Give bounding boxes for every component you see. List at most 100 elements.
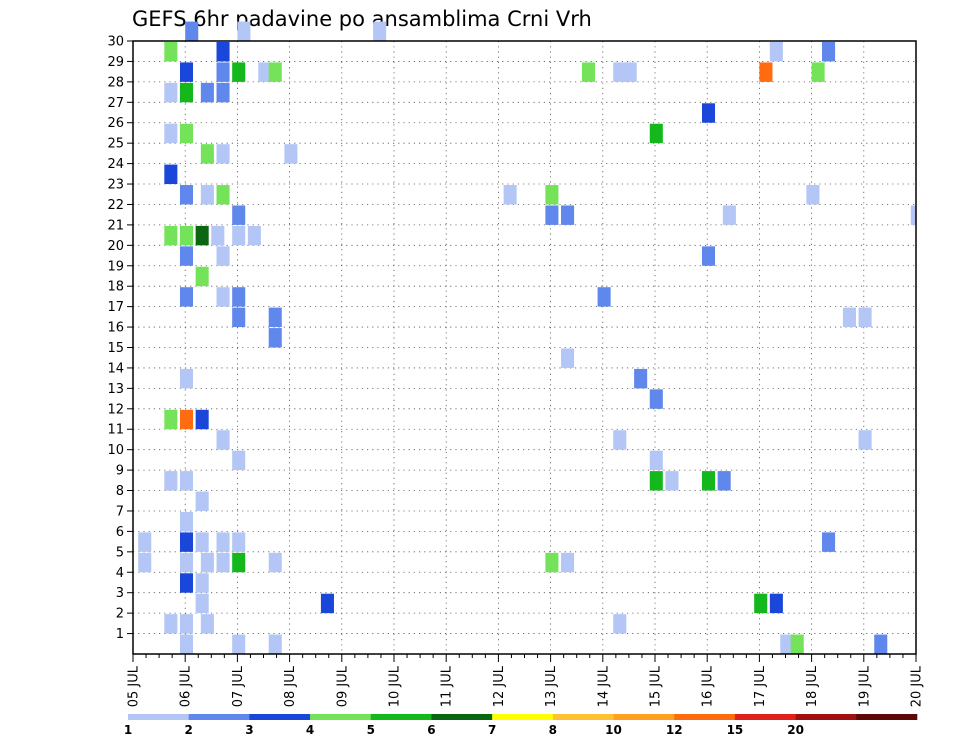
precip-cell: [237, 21, 251, 41]
precip-cell: [268, 62, 282, 82]
precip-cell: [232, 552, 246, 573]
y-tick-label: 10: [107, 443, 124, 458]
precip-cell: [195, 573, 209, 593]
y-tick-label: 8: [116, 484, 124, 499]
precip-cell: [164, 123, 178, 144]
precip-cell: [164, 471, 178, 491]
precip-cell: [790, 634, 804, 654]
precip-cell: [195, 409, 209, 430]
precip-cell: [216, 532, 230, 552]
precip-cell: [665, 471, 679, 491]
precip-cell: [195, 491, 209, 511]
y-tick-label: 24: [107, 157, 124, 172]
precip-cell: [613, 62, 627, 82]
y-tick-label: 7: [116, 504, 124, 519]
precip-cell: [200, 185, 214, 205]
precip-cell: [561, 205, 575, 225]
precip-cell: [179, 246, 194, 266]
precip-cell: [561, 348, 575, 368]
precip-cell: [216, 82, 230, 103]
x-tick-label: 09 JUL: [335, 665, 350, 707]
colorbar-segment: [188, 714, 250, 720]
precip-cell: [613, 614, 627, 634]
colorbar-tick-label: 6: [427, 723, 435, 737]
precip-cell: [216, 552, 230, 573]
precip-cell: [179, 225, 194, 246]
precip-cell: [179, 532, 194, 552]
y-tick-label: 13: [107, 382, 124, 397]
y-tick-label: 12: [107, 402, 124, 417]
precip-cell: [195, 225, 209, 246]
precip-cell: [232, 307, 246, 328]
colorbar-segment: [370, 714, 432, 720]
precip-cell: [822, 532, 836, 552]
precip-cell: [717, 471, 731, 491]
colorbar-segment: [734, 714, 796, 720]
y-tick-label: 11: [107, 423, 124, 438]
colorbar-tick-label: 7: [488, 723, 496, 737]
precip-cell: [701, 246, 716, 266]
precip-cell: [232, 532, 246, 552]
precip-cell: [613, 430, 627, 450]
x-tick-label: 07 JUL: [231, 665, 246, 707]
colorbar-tick-label: 2: [185, 723, 193, 737]
colorbar-tick-label: 8: [549, 723, 557, 737]
precip-cell: [179, 368, 194, 389]
precip-cell: [216, 430, 230, 450]
y-tick-label: 26: [107, 116, 124, 131]
colorbar-tick-label: 20: [787, 723, 804, 737]
y-tick-label: 16: [107, 321, 124, 336]
y-axis-ticks: 1234567891011121314151617181920212223242…: [107, 35, 133, 642]
precip-cell: [910, 205, 916, 225]
precip-cell: [649, 450, 663, 471]
precip-cell: [806, 185, 820, 205]
precip-cell: [597, 287, 611, 307]
precip-cell: [769, 593, 783, 614]
precip-cell: [634, 368, 648, 389]
precip-cell: [164, 614, 178, 634]
y-tick-label: 27: [107, 96, 124, 111]
y-tick-label: 14: [107, 361, 124, 376]
precip-cell: [545, 552, 559, 573]
colorbar-segment: [552, 714, 614, 720]
y-tick-label: 23: [107, 178, 124, 193]
x-tick-label: 14 JUL: [596, 665, 611, 707]
precip-cell: [545, 205, 559, 225]
precip-cell: [138, 532, 152, 552]
precip-cell: [780, 634, 794, 654]
precip-cell: [216, 185, 230, 205]
precip-cell: [138, 552, 152, 573]
colorbar-tick-label: 15: [727, 723, 744, 737]
x-tick-label: 11 JUL: [440, 665, 455, 707]
precip-cell: [164, 409, 178, 430]
precip-cell: [232, 205, 246, 225]
colorbar-segment: [431, 714, 493, 720]
precip-cell: [268, 552, 282, 573]
precip-cell: [200, 144, 214, 164]
y-tick-label: 1: [116, 627, 124, 642]
precip-cell: [232, 450, 246, 471]
y-tick-label: 9: [116, 464, 124, 479]
x-tick-label: 18 JUL: [805, 665, 820, 707]
precip-cell: [581, 62, 595, 82]
precip-cell: [701, 471, 716, 491]
colorbar-tick-label: 12: [666, 723, 683, 737]
precip-cell: [232, 287, 246, 307]
precip-cell: [561, 552, 575, 573]
x-tick-label: 12 JUL: [492, 665, 507, 707]
precip-cell: [195, 593, 209, 614]
precip-cell: [200, 82, 214, 103]
x-tick-label: 10 JUL: [388, 665, 403, 707]
colorbar-segment: [674, 714, 736, 720]
y-tick-label: 25: [107, 137, 124, 152]
x-tick-label: 20 JUL: [910, 665, 925, 707]
x-tick-label: 05 JUL: [127, 665, 142, 707]
y-tick-label: 22: [107, 198, 124, 213]
y-tick-label: 17: [107, 300, 124, 315]
grid-lines: [133, 40, 916, 654]
precip-cell: [211, 225, 225, 246]
precip-cell: [216, 144, 230, 164]
precip-cell: [164, 164, 178, 185]
precip-cell: [179, 511, 194, 532]
precip-cell: [179, 287, 194, 307]
